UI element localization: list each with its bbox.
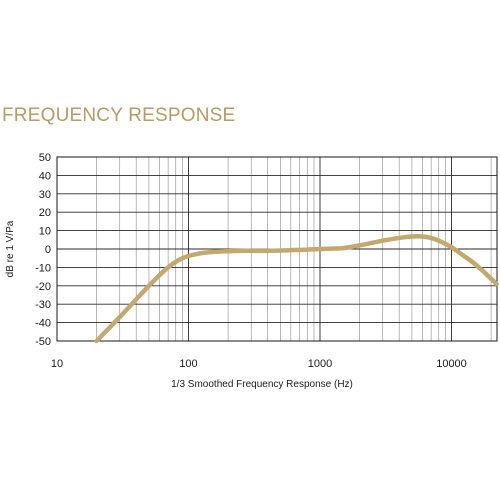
series-group — [94, 234, 499, 344]
y-tick-label: -20 — [35, 281, 51, 293]
y-tick-label: 10 — [39, 226, 51, 238]
x-tick-label: 10 — [51, 358, 63, 370]
y-tick-label: 0 — [45, 244, 51, 256]
x-tick-label: 1000 — [308, 358, 332, 370]
y-tick-label: 30 — [39, 189, 51, 201]
x-tick-label: 10000 — [436, 358, 467, 370]
y-tick-label: -10 — [35, 262, 51, 274]
plot-frame — [56, 156, 498, 342]
y-tick-label: -40 — [35, 318, 51, 330]
chart-title: FREQUENCY RESPONSE — [2, 105, 236, 126]
y-tick-labels: 50 40 30 20 10 0 -10 -20 -30 -40 -50 — [35, 152, 51, 348]
y-tick-label: 40 — [39, 170, 51, 182]
x-tick-label: 100 — [179, 358, 197, 370]
frequency-response-line — [94, 234, 499, 344]
y-tick-label: -30 — [35, 299, 51, 311]
x-axis-label: 1/3 Smoothed Frequency Response (Hz) — [171, 379, 353, 390]
y-tick-label: 50 — [39, 152, 51, 164]
y-tick-label: 20 — [39, 207, 51, 219]
y-axis-label: dB re 1 V/Pa — [5, 220, 16, 277]
grid-major — [57, 156, 497, 342]
y-tick-label: -50 — [35, 336, 51, 348]
x-tick-labels: 10 100 1000 10000 — [51, 358, 467, 370]
